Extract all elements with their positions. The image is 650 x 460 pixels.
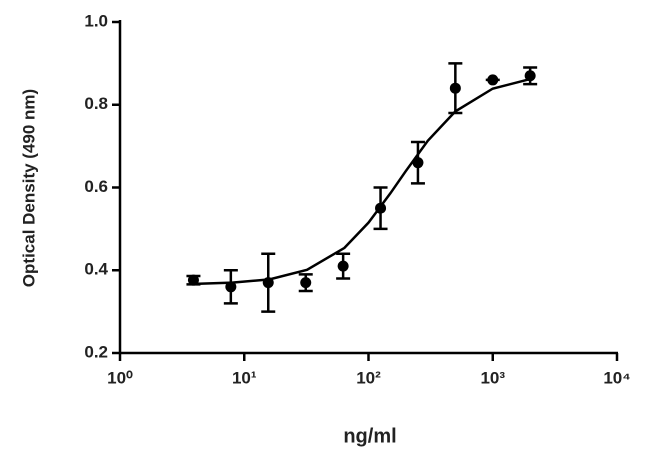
point xyxy=(225,281,237,293)
y-tick-label: 0.6 xyxy=(84,177,108,196)
point xyxy=(262,277,274,289)
point xyxy=(487,74,499,86)
x-tick-label: 10⁰ xyxy=(107,368,133,387)
point xyxy=(449,82,461,94)
point xyxy=(187,274,199,286)
point xyxy=(337,260,349,272)
y-tick-label: 0.2 xyxy=(84,342,108,361)
y-axis-label: Optical Density (490 nm) xyxy=(19,89,38,287)
x-tick-label: 10¹ xyxy=(232,368,257,387)
y-tick-label: 0.8 xyxy=(84,94,108,113)
x-tick-label: 10⁴ xyxy=(603,368,630,387)
x-tick-label: 10³ xyxy=(480,368,505,387)
point xyxy=(524,70,536,82)
y-tick-label: 0.4 xyxy=(84,260,108,279)
point xyxy=(300,277,312,289)
y-tick-label: 1.0 xyxy=(84,11,108,30)
point xyxy=(412,157,424,169)
point xyxy=(375,202,387,214)
fit-curve xyxy=(194,77,531,286)
x-tick-label: 10² xyxy=(356,368,381,387)
x-axis-label: ng/ml xyxy=(343,425,396,447)
